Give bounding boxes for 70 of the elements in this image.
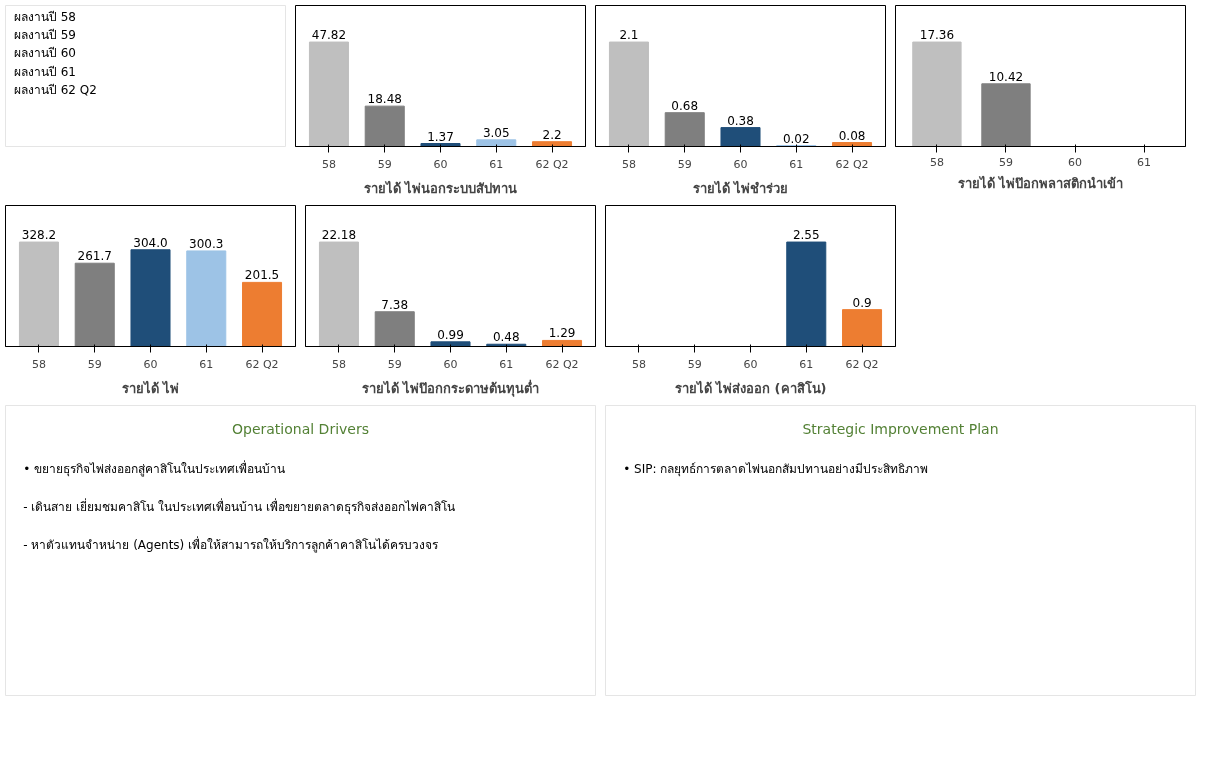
x-tick-label: 62 Q2 [835,157,869,171]
data-label: 2.2 [542,127,562,142]
data-label: 3.05 [482,125,510,140]
data-label: 0.48 [492,330,520,345]
data-label: 0.9 [852,295,872,310]
text: รายได้ ไพ่ป๊อกพลาสติกนำเข้า [957,174,1124,191]
x-tick-label: 61 [1137,155,1152,169]
x-tick-label: 60 [143,357,158,371]
text: ผลงานปี 62 Q2 [13,83,97,98]
x-tick-label: 60 [443,357,458,371]
data-label: 0.68 [671,98,699,113]
text: รายได้ ไพ่ป๊อกกระดาษต้นทุนต่ำ [361,378,540,397]
x-tick-label: 62 Q2 [545,357,579,371]
data-label: 7.38 [381,297,409,312]
data-label: 18.48 [367,92,402,107]
x-tick-label: 61 [499,357,514,371]
x-tick-label: 59 [87,357,102,371]
text: รายได้ ไพ่ [121,379,180,396]
data-label: 261.7 [77,249,112,264]
x-tick-label: 61 [489,157,504,171]
x-tick-label: 61 [799,357,814,371]
x-tick-label: 61 [789,157,804,171]
data-label: 201.5 [244,268,280,283]
data-label: 2.55 [792,228,820,243]
text: - เดินสาย เยี่ยมชมคาสิโน ในประเทศเพื่อนบ้าน เพื่อขยายตลาดธุรกิจส่งออกไพ่คาสิโน [23,498,455,515]
x-tick-label: 59 [377,157,392,171]
x-tick-label: 58 [321,157,336,171]
data-label: 0.38 [727,113,754,128]
x-tick-label: 58 [331,357,346,371]
data-label: 17.36 [919,28,955,43]
data-label: 328.2 [21,228,57,243]
text: ผลงานปี 61 [13,64,76,79]
data-label: 47.82 [311,28,347,43]
x-tick-label: 59 [387,357,402,371]
text: รายได้ ไพ่ชำร่วย [692,179,789,196]
data-label: 300.3 [189,236,224,251]
data-label: 1.37 [427,129,454,144]
text: Operational Drivers [232,420,369,437]
text: - หาตัวแทนจำหน่าย (Agents) เพื่อให้สามารถให้บริการลูกค้าคาสิโนได้ครบวงจร [23,535,440,553]
data-label: 0.08 [838,128,866,143]
x-tick-label: 58 [929,155,944,169]
text: ผลงานปี 59 [13,28,76,43]
text: Strategic Improvement Plan [802,420,999,437]
data-label: 0.02 [782,131,810,146]
text: • ขยายธุรกิจไพ่ส่งออกสู่คาสิโนในประเทศเพื่อนบ้าน [23,460,286,478]
data-label: 10.42 [988,69,1024,84]
data-label: 2.1 [619,28,639,43]
text: ผลงานปี 58 [13,9,76,24]
x-tick-label: 58 [621,157,636,171]
text: รายได้ ไพ่นอกระบบสัปทาน [363,179,518,196]
data-label: 1.29 [548,326,576,341]
x-tick-label: 60 [733,157,748,171]
data-label: 304.0 [133,235,168,250]
x-tick-label: 62 Q2 [845,357,879,371]
x-tick-label: 60 [743,357,758,371]
text: ผลงานปี 60 [13,46,76,61]
x-tick-label: 58 [631,357,646,371]
x-tick-label: 59 [687,357,702,371]
x-tick-label: 59 [998,155,1013,169]
x-tick-label: 59 [677,157,692,171]
x-tick-label: 61 [199,357,214,371]
text: รายได้ ไพ่ส่งออก (คาสิโน) [674,379,827,396]
x-tick-label: 62 Q2 [535,157,569,171]
x-tick-label: 60 [1068,155,1083,169]
data-label: 22.18 [321,228,357,243]
x-tick-label: 58 [31,357,46,371]
text: • SIP: กลยุทธ์การตลาดไพ่นอกสัมปทานอย่างมีประสิทธิภาพ [623,462,929,478]
x-tick-label: 62 Q2 [245,357,279,371]
x-tick-label: 60 [433,157,448,171]
data-label: 0.99 [437,327,464,342]
